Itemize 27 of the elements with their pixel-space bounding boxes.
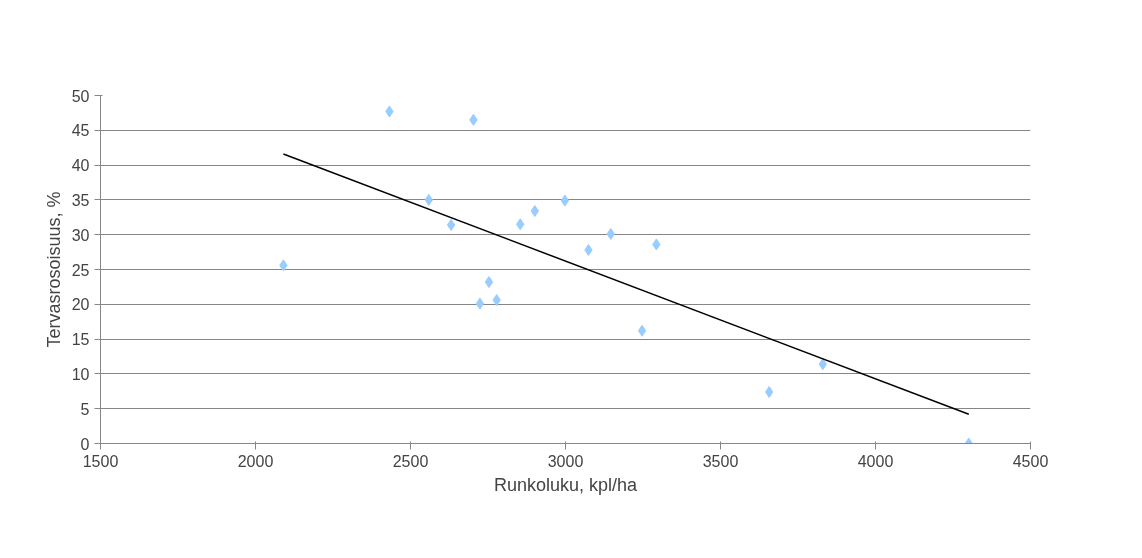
point — [475, 297, 485, 310]
point — [606, 228, 615, 240]
x-tick-label: 2000 — [237, 452, 274, 470]
y-tick-label: 5 — [80, 400, 90, 418]
x-tick-label: 3000 — [547, 452, 584, 470]
point — [560, 194, 570, 207]
y-tick-label: 35 — [71, 191, 90, 209]
y-tick-label: 45 — [71, 122, 90, 140]
y-tick-label: 30 — [71, 226, 90, 244]
point — [637, 324, 647, 337]
point — [446, 218, 456, 231]
point — [765, 386, 774, 398]
y-tick-label: 15 — [71, 331, 90, 349]
point — [484, 276, 494, 289]
y-tick-label: 20 — [71, 296, 90, 314]
x-tick-label: 4500 — [1012, 452, 1049, 470]
x-tick-label: 4000 — [857, 452, 894, 470]
y-axis-title: Tervasrosoisuus, % — [43, 191, 64, 348]
x-axis-title: Runkoluku, kpl/ha — [493, 474, 639, 495]
y-tick-label: 10 — [71, 365, 90, 383]
x-tick-label: 1500 — [82, 452, 119, 470]
y-tick-label: 40 — [71, 157, 90, 175]
x-tick-label: 2500 — [392, 452, 429, 470]
y-tick-label: 0 — [80, 435, 90, 453]
y-tick-label: 50 — [71, 87, 90, 105]
y-tick-label: 25 — [71, 261, 90, 279]
x-tick-label: 3500 — [702, 452, 739, 470]
